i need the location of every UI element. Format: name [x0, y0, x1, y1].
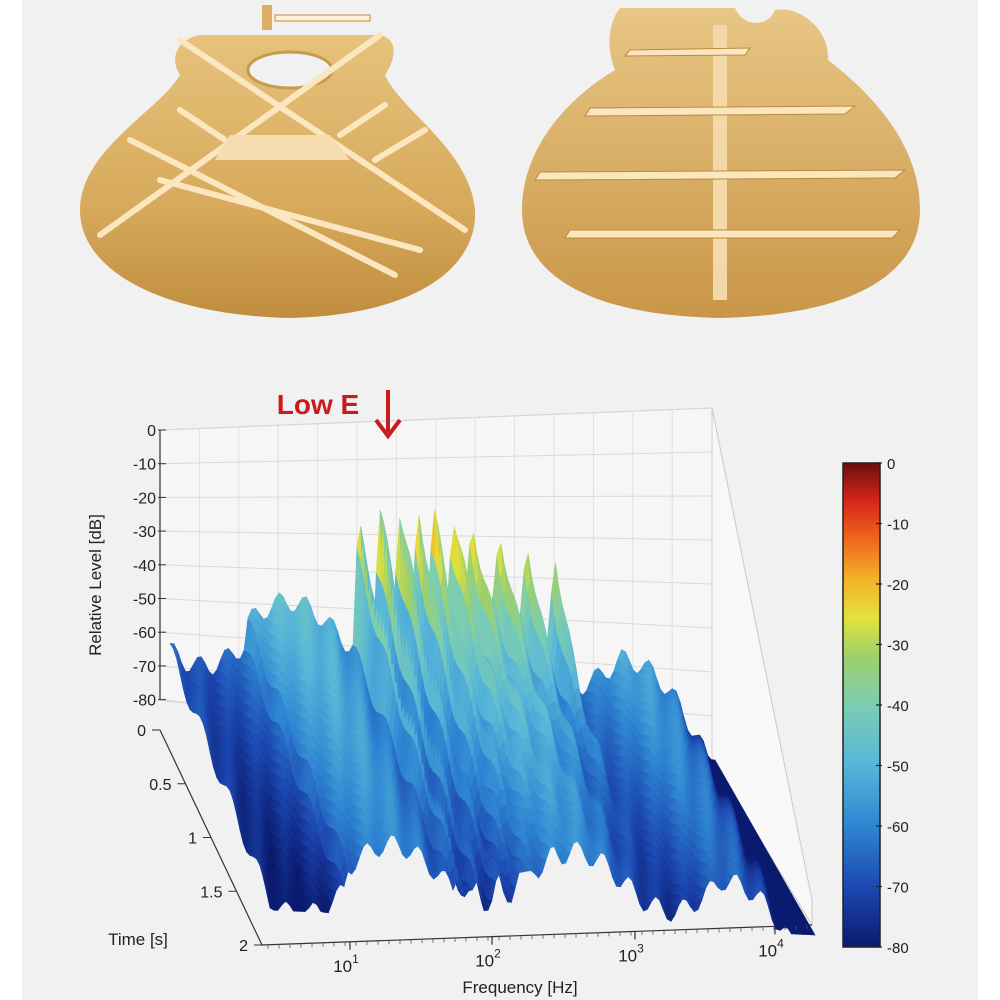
x-axis-line: [261, 924, 813, 946]
x-tick-exponent: 4: [777, 936, 784, 950]
waterfall-surface: [169, 509, 816, 936]
x-tick-label: 102: [475, 947, 501, 971]
colorbar-ticks: 0 -10 -20 -30 -40 -50 -60 -70 -80: [876, 456, 909, 957]
y-tick-label: 0.5: [149, 777, 171, 794]
colorbar: [842, 462, 881, 948]
z-tick-label: -40: [133, 558, 156, 575]
x-tick-label: 101: [333, 952, 359, 976]
colorbar-tick-label: -50: [887, 759, 909, 776]
z-axis-label: Relative Level [dB]: [86, 514, 105, 656]
colorbar-tick-label: -80: [887, 940, 909, 957]
x-axis-label: Frequency [Hz]: [462, 978, 577, 997]
z-tick-label: -70: [133, 659, 156, 676]
colorbar-tick-label: -20: [887, 577, 909, 594]
y-tick-label: 1: [188, 831, 197, 848]
x-tick-exponent: 1: [352, 952, 359, 966]
z-tick-label: 0: [147, 423, 156, 440]
y-tick-label: 2: [239, 938, 248, 955]
x-axis-ticks: 101 102 103 104: [267, 925, 808, 976]
guitar-back-bracing-illustration: [522, 8, 920, 318]
colorbar-tick-label: -60: [887, 819, 909, 836]
guitar-top-bracing-illustration: [80, 5, 476, 318]
colorbar-tick-label: -70: [887, 880, 909, 897]
z-tick-label: -60: [133, 625, 156, 642]
colorbar-tick-label: -30: [887, 638, 909, 655]
z-tick-label: -10: [133, 457, 156, 474]
z-tick-label: -20: [133, 490, 156, 507]
colorbar-tick-label: 0: [887, 456, 895, 473]
x-tick-exponent: 3: [637, 941, 644, 955]
colorbar-tick-label: -40: [887, 698, 909, 715]
z-tick-label: -50: [133, 592, 156, 609]
x-tick-label: 104: [758, 936, 784, 960]
x-tick-exponent: 2: [494, 947, 501, 961]
colorbar-tick-label: -10: [887, 517, 909, 534]
y-tick-label: 0: [137, 723, 146, 740]
z-tick-label: -30: [133, 524, 156, 541]
z-tick-label: -80: [133, 693, 156, 710]
x-tick-label: 103: [618, 941, 644, 965]
low-e-annotation: Low E: [277, 389, 359, 420]
y-tick-label: 1.5: [200, 884, 222, 901]
y-axis-label: Time [s]: [108, 930, 168, 949]
